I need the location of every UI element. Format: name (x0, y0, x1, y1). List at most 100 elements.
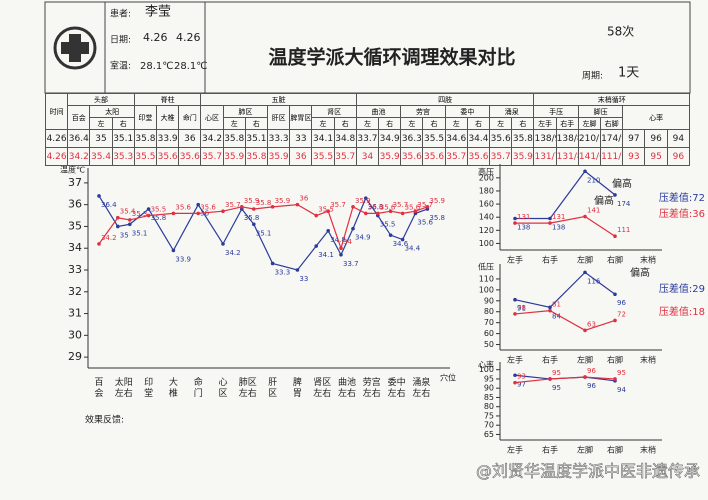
table-cell: 34 (355, 147, 380, 166)
table-cell: 左 (222, 117, 246, 130)
table-cell: 34.2 (67, 147, 91, 166)
table-cell: 97 (622, 129, 646, 148)
table-cell: 35.7 (333, 147, 357, 166)
x-tick-label: 肺区左右 (239, 377, 257, 399)
value-label: 35.9 (275, 197, 291, 205)
table-row: 时间 头部 脊柱 五脏 四肢 末梢循环 (44, 93, 690, 130)
table-cell: 35.1 (244, 129, 269, 148)
series-line (514, 271, 616, 309)
table-cell: 34.8 (333, 129, 357, 148)
value-label: 34 (343, 238, 352, 246)
table-cell: 右 (422, 117, 446, 130)
table-cell: 131/81 (555, 147, 579, 166)
value-label: 174 (617, 200, 631, 208)
point (388, 209, 393, 213)
value-label: 35.8 (256, 199, 272, 207)
x-tick-label: 大椎 (169, 376, 178, 399)
x-tick-label: 右手 (542, 255, 558, 265)
table-cell: 33.3 (267, 129, 291, 148)
table-cell: 96 (644, 129, 668, 148)
label-line: 百 (94, 377, 103, 388)
temp-label: 室温: (110, 60, 131, 72)
table-row: 4.26 36.4 35 35.1 35.8 33.9 36 34.2 35.8 35.1 33.3… (44, 129, 691, 148)
table-cell: 左手 (533, 117, 557, 130)
value-label: 35.9 (244, 197, 260, 205)
table-cell: 35.3 (111, 147, 135, 166)
x-tick-label: 劳宫左右 (363, 376, 381, 399)
point (270, 205, 275, 209)
table-cell: 33.9 (156, 129, 180, 148)
cycle-label: 周期: (582, 71, 603, 82)
label-line: 涌泉 (412, 376, 430, 388)
label-line: 肺区 (239, 377, 257, 388)
table-cell: 35.6 (156, 147, 180, 166)
value-label: 72 (617, 310, 626, 318)
point (270, 261, 275, 266)
table-cell: 右 (511, 117, 535, 130)
series-line (515, 215, 616, 237)
table-cell: 34.9 (378, 129, 402, 148)
table-row: 4.26 34.2 35.4 35.3 35.5 35.6 35.6 35.7 35.9 35.8… (44, 147, 691, 166)
table-cell: 涌泉 (489, 105, 535, 118)
table-cell: 35.6 (400, 147, 424, 166)
point (413, 209, 418, 213)
count: 58次 (607, 25, 634, 39)
value-label: 36 (200, 210, 209, 218)
value-label: 33 (299, 275, 308, 283)
table-cell: 手压 (533, 105, 579, 118)
patient: 李莹 (145, 5, 171, 20)
y-tick-label: 95 (484, 374, 494, 383)
table-cell: 131/78 (533, 147, 557, 166)
point (364, 211, 368, 216)
table-cell: 95 (644, 147, 668, 166)
value-label: 35.8 (151, 214, 167, 222)
label-line: 劳宫 (363, 376, 381, 388)
point (339, 252, 343, 257)
feedback-label: 效果反馈: (85, 414, 124, 426)
value-label: 36 (299, 195, 308, 203)
value-label: 95 (617, 369, 626, 377)
value-label: 35.5 (380, 221, 396, 229)
y-tick-label: 120 (479, 226, 494, 235)
table-cell: 35.6 (489, 129, 513, 148)
label-line: 肾区 (313, 377, 331, 388)
table-row: 百会 太阳 印堂 大椎 命门 心区 肺区 肝区 脾胃区 肾区 曲池 劳宫 委中 涌泉 手压 脚压 心率 (46, 105, 690, 130)
table-cell: 36.3 (400, 129, 424, 148)
table-cell: 138/91 (533, 129, 557, 148)
table-cell: 35.9 (222, 147, 246, 166)
x-tick-label: 太阳左右 (115, 376, 133, 399)
table-cell: 174/96 (600, 129, 624, 148)
table-cell: 35.5 (422, 129, 446, 148)
label-line: 大 (169, 376, 178, 388)
value-label: 35.6 (175, 203, 191, 211)
value-label: 35.9 (429, 197, 445, 205)
y-axis-label: 温度℃ (60, 165, 85, 175)
series-line (514, 310, 616, 331)
x-axis-label: 末梢 (640, 255, 656, 265)
watermark: @刘贤华温度学派中医非遗传承 (476, 462, 700, 481)
table-cell: 94 (666, 129, 691, 148)
cycle: 1天 (618, 66, 639, 81)
table-cell: 93 (622, 147, 646, 166)
value-label: 95 (552, 369, 561, 377)
x-tick-label: 左脚 (577, 445, 593, 455)
label-line: 命 (194, 376, 203, 388)
point (513, 380, 517, 385)
x-tick-label: 百会 (94, 377, 103, 399)
table-cell: 右手 (555, 117, 579, 130)
y-tick-label: 100 (479, 239, 494, 248)
label-line: 左右 (388, 387, 406, 399)
label-line: 委中 (388, 376, 406, 388)
value-label: 35.6 (417, 218, 433, 226)
point (240, 205, 244, 209)
y-tick-label: 35 (68, 219, 82, 232)
table-cell: 35.7 (200, 147, 224, 166)
label-line: 左右 (338, 387, 356, 399)
label-line: 左右 (115, 387, 133, 399)
label-line: 心 (218, 377, 227, 388)
value-label: 34.4 (405, 245, 421, 253)
point (326, 209, 331, 213)
y-tick-label: 80 (484, 402, 494, 411)
value-label: 138 (552, 224, 565, 232)
